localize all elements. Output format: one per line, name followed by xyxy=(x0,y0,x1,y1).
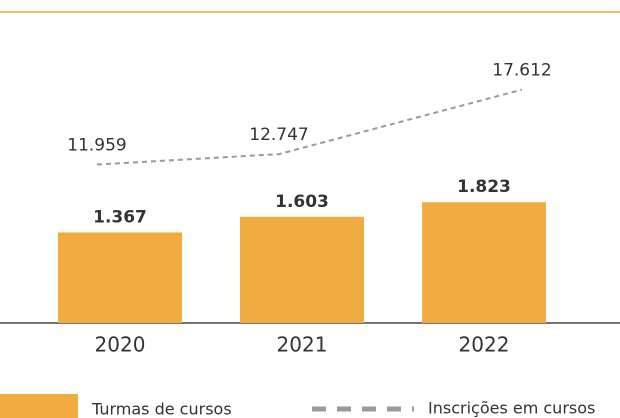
line-value-label: 11.959 xyxy=(67,136,126,156)
bar-value-label: 1.823 xyxy=(457,177,511,197)
bar-value-label: 1.603 xyxy=(275,192,329,212)
line-value-label: 17.612 xyxy=(492,61,551,81)
bar xyxy=(58,232,182,323)
x-tick-label: 2021 xyxy=(277,333,328,357)
bar xyxy=(422,202,546,323)
x-tick-label: 2022 xyxy=(459,333,510,357)
bar-value-label: 1.367 xyxy=(93,207,147,227)
line-value-label: 12.747 xyxy=(249,125,308,145)
line xyxy=(96,88,523,166)
x-tick-label: 2020 xyxy=(95,333,146,357)
legend-label: Inscrições em cursos xyxy=(428,399,595,418)
bar xyxy=(240,216,364,323)
legend-label: Turmas de cursos xyxy=(91,400,232,418)
legend-swatch xyxy=(0,394,78,418)
